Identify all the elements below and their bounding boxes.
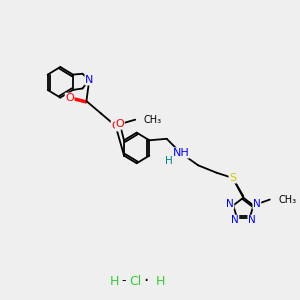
Text: NH: NH (172, 148, 189, 158)
Text: H: H (156, 274, 165, 287)
Text: N: N (226, 199, 234, 209)
Text: N: N (231, 215, 239, 225)
Text: H: H (165, 156, 173, 166)
Text: O: O (116, 119, 124, 129)
Text: N: N (85, 75, 93, 85)
Text: N: N (253, 199, 261, 209)
Text: N: N (248, 215, 256, 225)
Text: Cl: Cl (129, 274, 141, 287)
Text: O: O (111, 121, 120, 131)
Text: -: - (121, 274, 126, 287)
Text: S: S (229, 173, 236, 183)
Text: O: O (65, 93, 74, 103)
Text: H: H (110, 274, 119, 287)
Text: ·: · (143, 272, 148, 290)
Text: CH₃: CH₃ (143, 115, 161, 125)
Text: CH₃: CH₃ (278, 194, 296, 205)
